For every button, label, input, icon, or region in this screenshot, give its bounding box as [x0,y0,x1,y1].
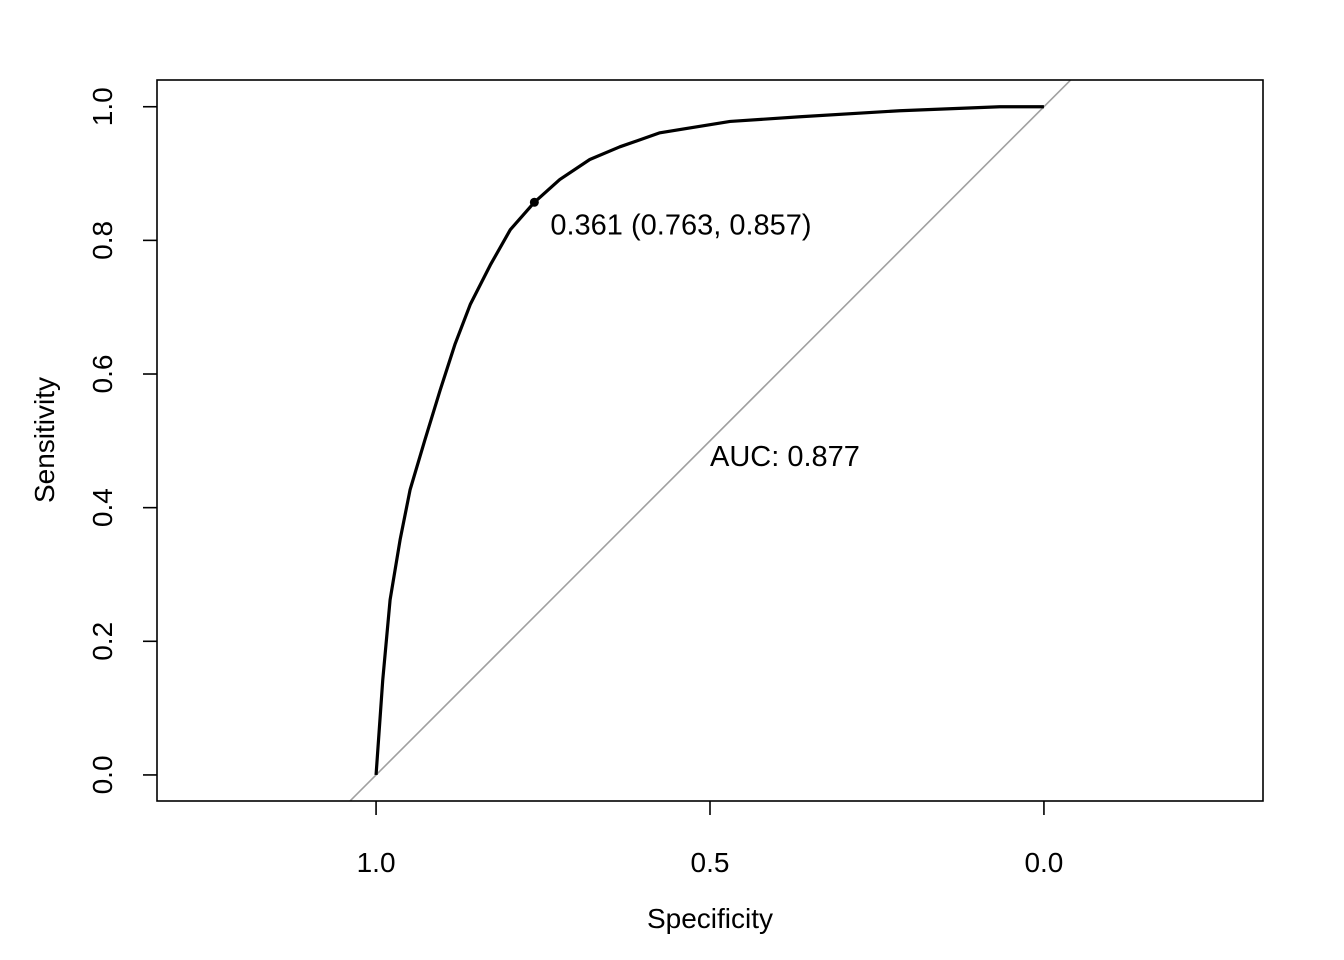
x-axis-title: Specificity [647,903,773,934]
x-tick-label: 0.5 [691,847,730,878]
y-tick-label: 0.2 [87,622,118,661]
y-tick-label: 0.4 [87,488,118,527]
plot-area: 1.0 0.5 0.0 0.0 0.2 0.4 0.6 0.8 1.0 [87,79,1264,878]
roc-curve [374,105,1044,776]
y-tick-label: 0.0 [87,755,118,794]
y-tick-label: 0.8 [87,221,118,260]
y-tick-label: 0.6 [87,355,118,394]
threshold-label: 0.361 (0.763, 0.857) [550,209,811,241]
x-tick-label: 1.0 [357,847,396,878]
y-tick-label: 1.0 [87,87,118,126]
auc-label: AUC: 0.877 [710,441,860,473]
y-axis-title: Sensitivity [29,377,60,503]
threshold-point [529,197,539,207]
reference-line [348,80,1072,801]
x-tick-label: 0.0 [1024,847,1063,878]
